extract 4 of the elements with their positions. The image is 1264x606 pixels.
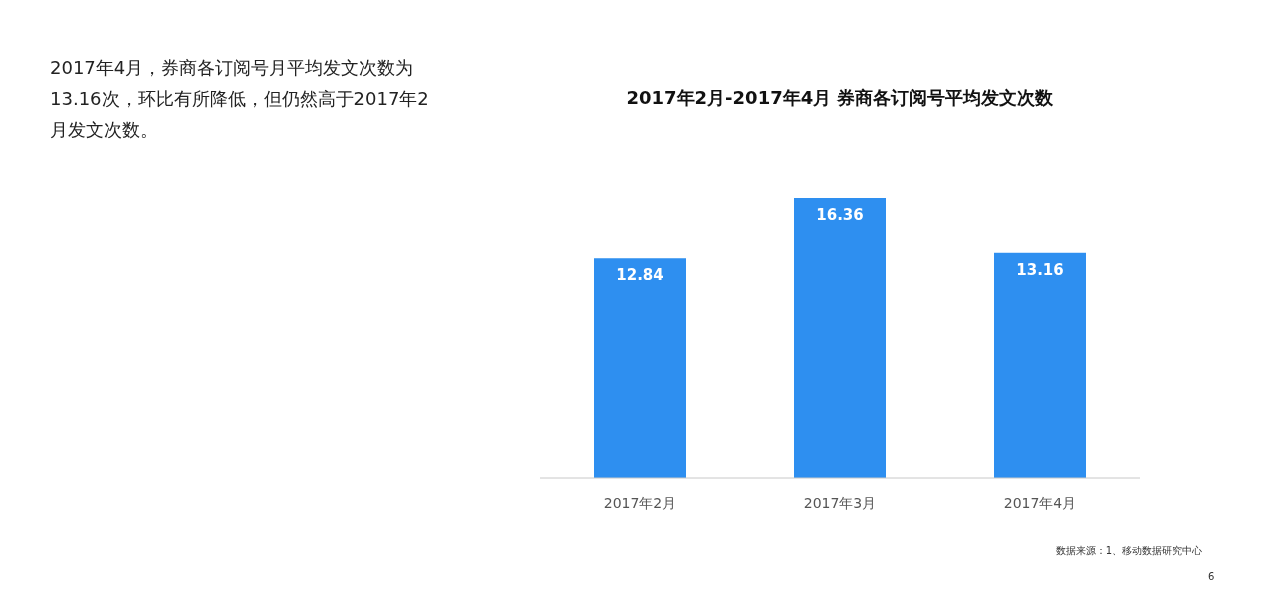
annotation: 数据来源：1、移动数据研究中心 (1055, 544, 1202, 558)
annotation: 2017年4月，券商各订阅号月平均发文次数为13.16次，环比有所降低，但仍然高于2017年2月发文次数。 (50, 56, 430, 142)
title: 2017年2月-2017年4月 券商各订阅号平均发文次数 (626, 87, 1054, 108)
annotation: 6 (1208, 571, 1215, 582)
